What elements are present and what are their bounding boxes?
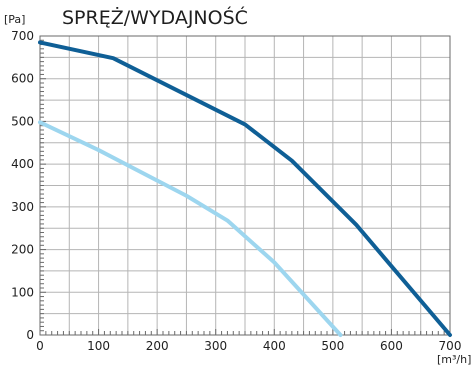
y-tick-label: 600: [11, 72, 34, 86]
x-axis-unit: [m³/h]: [437, 353, 471, 366]
x-tick-label: 600: [380, 339, 403, 353]
grid-layer: [39, 35, 451, 336]
x-tick-label: 500: [321, 339, 344, 353]
x-tick-label: 0: [36, 339, 44, 353]
x-tick-label: 100: [87, 339, 110, 353]
y-tick-label: 400: [11, 157, 34, 171]
y-tick-label: 700: [11, 29, 34, 43]
x-tick-label: 400: [263, 339, 286, 353]
y-tick-label: 100: [11, 285, 34, 299]
pressure-curve-dark: [38, 40, 452, 337]
x-tick-label: 300: [204, 339, 227, 353]
pressure-curve-light: [38, 120, 343, 337]
y-tick-label: 200: [11, 243, 34, 257]
axes-layer: [39, 35, 451, 336]
y-axis-unit: [Pa]: [4, 13, 25, 26]
y-tick-label: 300: [11, 200, 34, 214]
y-tick-label: 500: [11, 114, 34, 128]
labels-layer: 0 100 200 300 400 500 600 700 0 100 200 300 400 500 60…: [11, 29, 461, 353]
x-tick-label: 700: [439, 339, 462, 353]
y-tick-label: 0: [26, 328, 34, 342]
chart-title: SPRĘŻ/WYDAJNOŚĆ: [62, 5, 248, 29]
series-layer: [38, 40, 452, 337]
x-tick-label: 200: [146, 339, 169, 353]
